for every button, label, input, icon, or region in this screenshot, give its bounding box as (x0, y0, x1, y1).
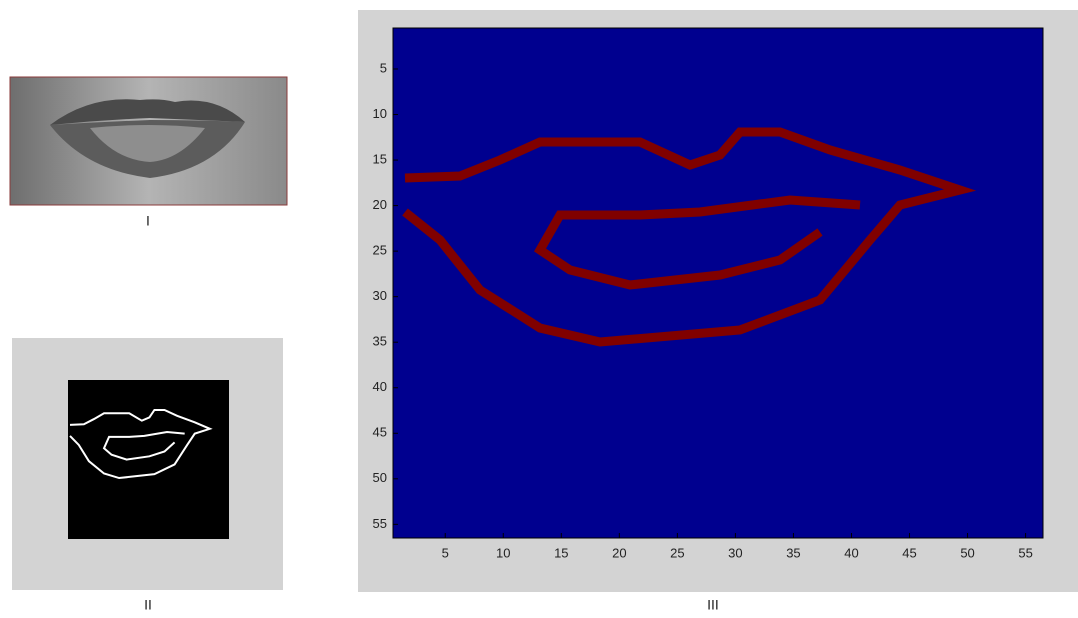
axes-frame (392, 27, 1044, 539)
x-tick-label: 40 (844, 545, 858, 560)
x-tick-label: 15 (554, 545, 568, 560)
edge-contour (70, 410, 210, 478)
y-tick-label: 25 (373, 243, 387, 258)
y-tick-label: 20 (373, 197, 387, 212)
lip-photo (9, 76, 288, 206)
plot-area (393, 28, 1043, 538)
x-tick-label: 25 (670, 545, 684, 560)
x-tick-label: 5 (442, 545, 449, 560)
caption: II (144, 597, 152, 613)
x-tick-label: 35 (786, 545, 800, 560)
y-tick-label: 35 (373, 334, 387, 349)
x-tick-label: 30 (728, 545, 742, 560)
x-tick-label: 10 (496, 545, 510, 560)
y-tick-label: 40 (373, 379, 387, 394)
y-tick-label: 10 (373, 106, 387, 121)
lip-contour (402, 127, 977, 347)
caption: I (146, 213, 150, 229)
x-tick-label: 50 (960, 545, 974, 560)
y-tick-label: 55 (373, 516, 387, 531)
y-tick-label: 45 (373, 425, 387, 440)
x-tick-label: 45 (902, 545, 916, 560)
y-tick-label: 5 (380, 60, 387, 75)
y-tick-label: 15 (373, 151, 387, 166)
edge-image (68, 380, 229, 539)
x-tick-label: 55 (1018, 545, 1032, 560)
caption: III (707, 597, 719, 613)
x-tick-label: 20 (612, 545, 626, 560)
y-tick-label: 50 (373, 470, 387, 485)
y-tick-label: 30 (373, 288, 387, 303)
